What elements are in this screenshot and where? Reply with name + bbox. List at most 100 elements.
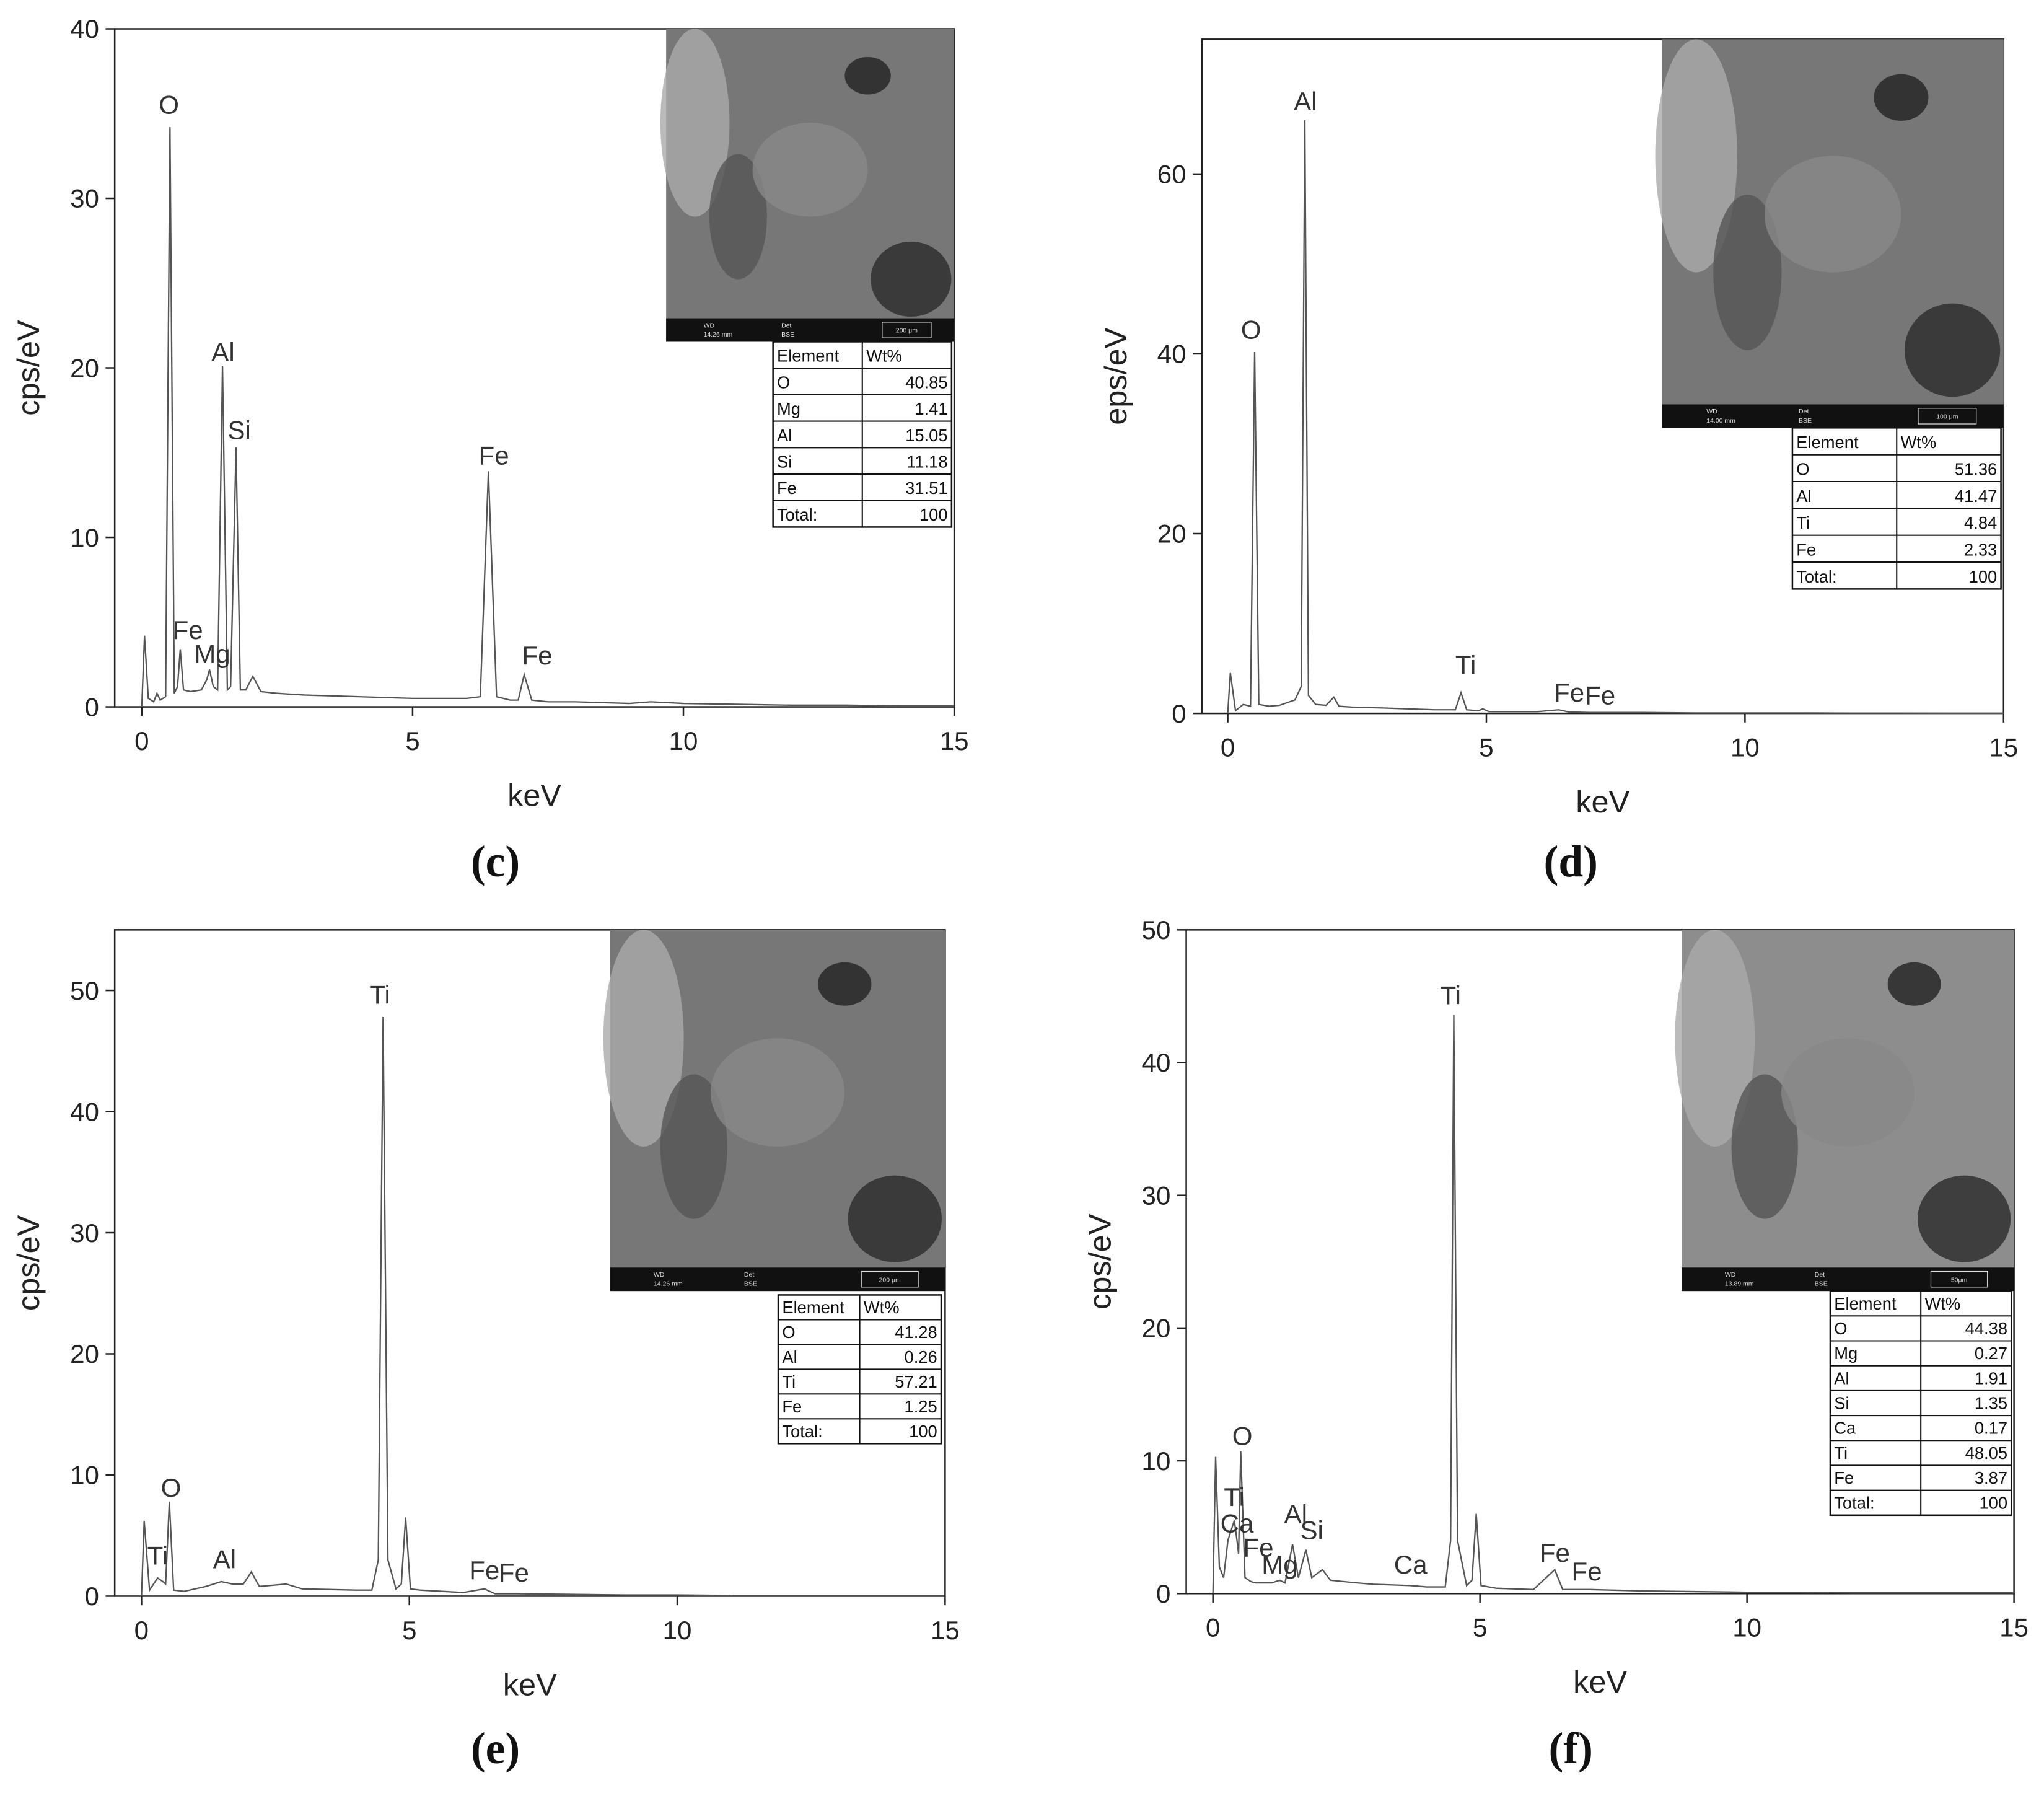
sem-feature (1781, 1038, 1915, 1147)
x-tick-label: 5 (402, 1616, 416, 1645)
x-tick-label: 10 (1732, 1613, 1761, 1642)
peak-label: O (161, 1473, 182, 1502)
table-element: Total: (1796, 567, 1836, 586)
peak-label: Ti (369, 980, 390, 1010)
sem-feature (1675, 930, 1755, 1147)
x-axis-label: keV (503, 1667, 557, 1702)
peak-label: Ti (1224, 1482, 1244, 1512)
peak-label: Si (1300, 1515, 1323, 1544)
y-tick-label: 20 (70, 353, 99, 382)
peak-label: Ti (1455, 650, 1476, 679)
peak-label: Si (228, 415, 251, 444)
x-tick-label: 0 (134, 1616, 149, 1645)
table-element: O (1834, 1319, 1847, 1338)
table-value: 100 (1979, 1493, 2007, 1512)
sem-detector: BSE (1799, 417, 1812, 425)
sem-feature (844, 56, 891, 95)
table-value: 100 (919, 505, 948, 524)
peak-label: Fe (173, 615, 203, 645)
table-value: 31.51 (905, 478, 947, 498)
x-tick-label: 0 (134, 726, 149, 755)
table-element: Ti (1796, 513, 1810, 532)
sem-wd-label: WD (654, 1271, 665, 1279)
peak-label: Al (1294, 87, 1317, 116)
table-header: Element (777, 346, 840, 366)
table-element: O (782, 1323, 795, 1342)
peak-label: Fe (1585, 681, 1615, 710)
sem-scale-box (861, 1270, 919, 1288)
table-element: Ti (782, 1372, 796, 1391)
table-value: 1.41 (915, 399, 947, 418)
sem-feature (848, 1175, 942, 1262)
table-value: 100 (1969, 567, 1998, 586)
panel-label: (f) (1549, 1724, 1593, 1773)
table-value: 100 (909, 1422, 937, 1441)
table-element: Al (777, 426, 792, 445)
y-axis-label: cps/eV (11, 1215, 46, 1311)
sem-wd: 14.26 mm (704, 331, 733, 338)
peak-label: Mg (194, 639, 230, 668)
table-element: Al (1796, 487, 1811, 506)
table-element: O (1796, 459, 1809, 478)
sem-scale-box (1930, 1270, 1988, 1288)
y-tick-label: 0 (84, 692, 99, 721)
sem-scale: 100 μm (1936, 413, 1958, 421)
table-value: 41.47 (1955, 487, 1997, 506)
peak-label: Al (211, 338, 234, 367)
x-axis-label: keV (1576, 784, 1629, 819)
table-element: Fe (777, 478, 797, 498)
table-value: 0.26 (905, 1347, 937, 1367)
y-tick-label: 20 (1157, 519, 1186, 548)
table-element: Fe (1834, 1468, 1854, 1487)
x-tick-label: 0 (1221, 733, 1235, 762)
sem-feature (1874, 74, 1929, 121)
table-element: Fe (782, 1397, 802, 1416)
peak-label: Fe (1243, 1533, 1273, 1562)
sem-det-label: Det (1815, 1271, 1825, 1279)
sem-feature (1731, 1074, 1798, 1219)
table-element: Al (782, 1347, 797, 1367)
x-tick-label: 15 (1989, 733, 2018, 762)
table-value: 48.05 (1965, 1443, 2007, 1463)
table-value: 44.38 (1965, 1319, 2007, 1338)
table-element: Si (777, 452, 792, 471)
table-element: Total: (777, 505, 817, 524)
x-tick-label: 10 (1730, 733, 1760, 762)
x-tick-label: 0 (1206, 1613, 1220, 1642)
y-tick-label: 40 (1142, 1048, 1171, 1077)
peak-label: Fe (1554, 678, 1584, 707)
peak-label: O (159, 90, 179, 119)
table-value: 4.84 (1964, 513, 1997, 532)
sem-wd-label: WD (1706, 408, 1717, 415)
sem-det-label: Det (1799, 408, 1809, 415)
spectrum-line (1212, 1015, 2014, 1594)
sem-scale-box (882, 322, 932, 338)
sem-feature (1887, 962, 1941, 1006)
sem-scale: 200 μm (879, 1276, 901, 1284)
sem-feature (1918, 1175, 2011, 1262)
y-tick-label: 30 (70, 1218, 99, 1248)
table-element: O (777, 372, 790, 392)
x-tick-label: 5 (405, 726, 419, 755)
y-tick-label: 50 (70, 976, 99, 1005)
table-element: Total: (782, 1422, 822, 1441)
y-tick-label: 20 (70, 1339, 99, 1368)
peak-label: O (1241, 315, 1261, 344)
table-value: 40.85 (905, 372, 947, 392)
y-tick-label: 30 (1142, 1181, 1171, 1210)
sem-wd: 13.89 mm (1725, 1280, 1754, 1288)
y-axis-label: cps/eV (11, 320, 46, 416)
x-tick-label: 15 (1999, 1613, 2029, 1642)
x-axis-label: keV (507, 777, 561, 812)
sem-feature (710, 1038, 845, 1147)
table-value: 1.25 (905, 1397, 937, 1416)
y-tick-label: 60 (1157, 160, 1186, 189)
y-tick-label: 40 (70, 1097, 99, 1126)
peak-label: Al (1284, 1500, 1307, 1529)
y-tick-label: 20 (1142, 1314, 1171, 1343)
peak-label: Fe (1540, 1538, 1570, 1567)
y-axis-label: eps/eV (1098, 327, 1133, 425)
spectrum-line (1227, 120, 2004, 714)
sem-detector: BSE (1815, 1280, 1828, 1288)
sem-wd: 14.00 mm (1706, 417, 1735, 425)
